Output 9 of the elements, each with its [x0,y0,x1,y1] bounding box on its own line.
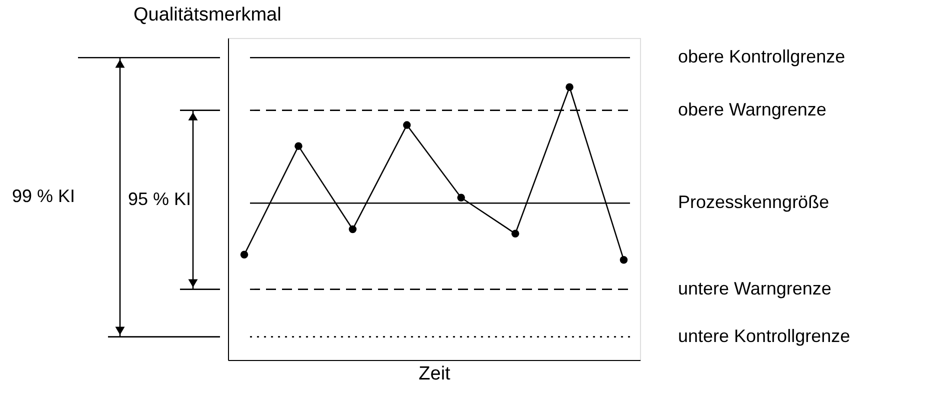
ref-line-label: untere Warngrenze [678,278,832,298]
ref-line-label: obere Warngrenze [678,99,826,120]
x-axis-title: Zeit [418,364,452,384]
ref-line-label: obere Kontrollgrenze [678,46,846,67]
ref-line-label: untere Kontrollgrenze [678,326,850,346]
text: 95 % KI [128,188,192,209]
text: 99 % KI [12,186,76,206]
ref-line-label: Prozesskenngröße [678,192,830,212]
y-axis-title: Qualitätsmerkmal [134,4,282,26]
